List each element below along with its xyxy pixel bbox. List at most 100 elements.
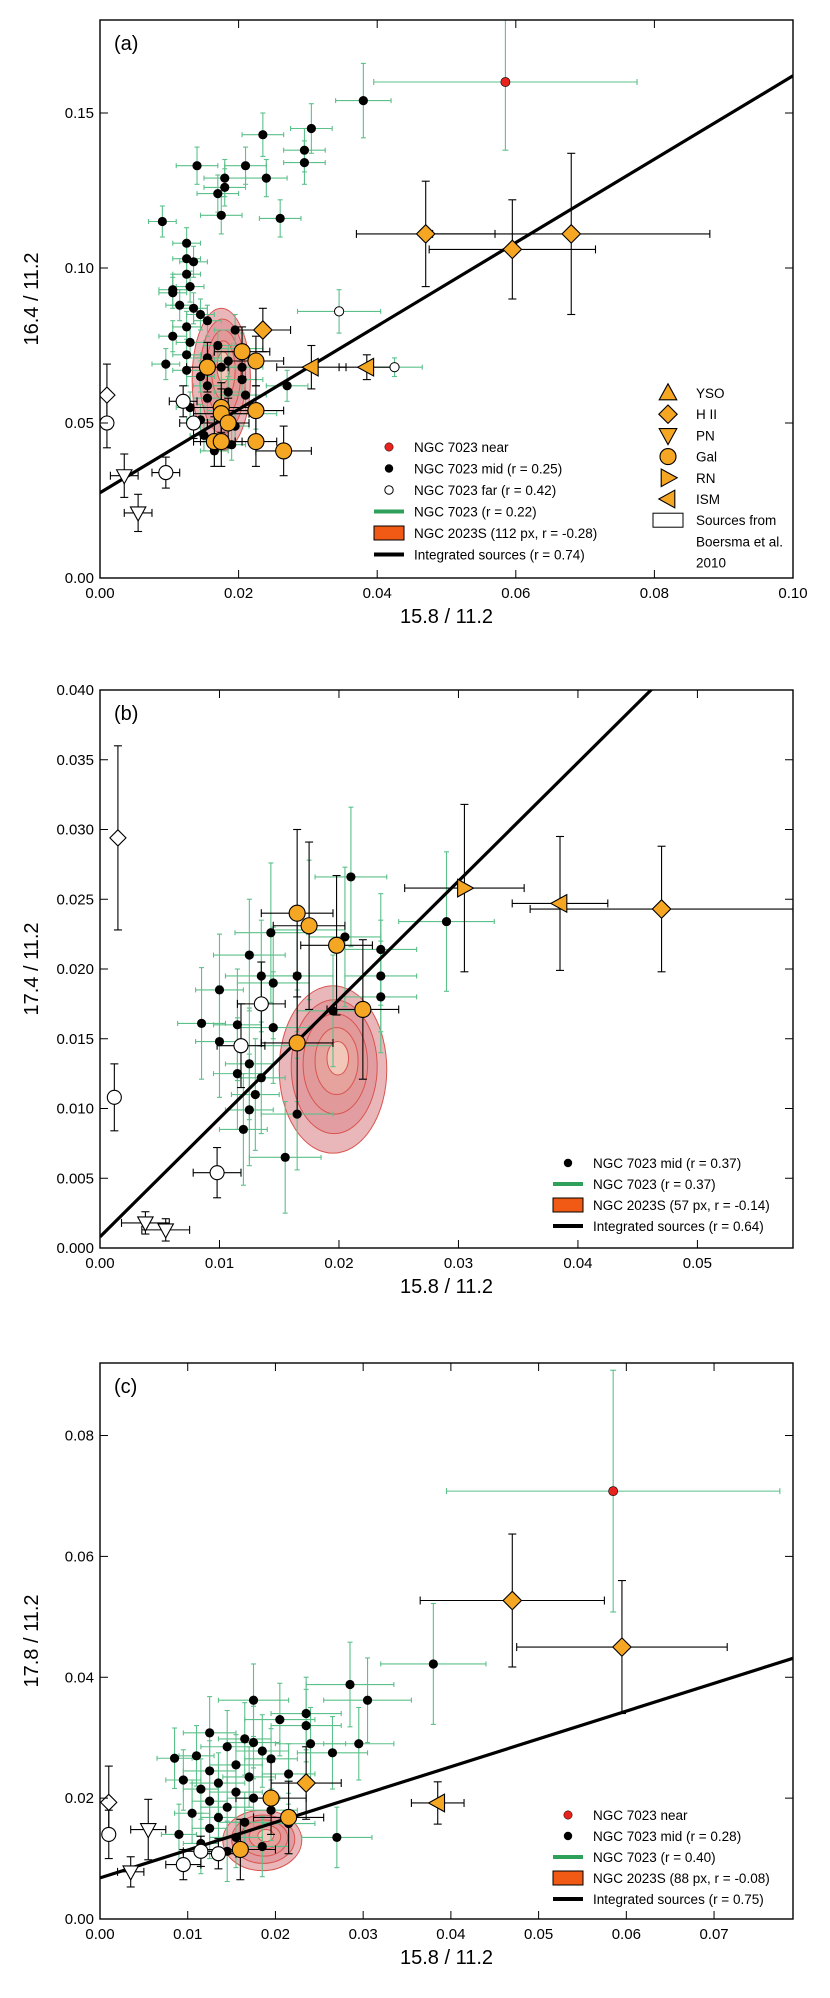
source-marker bbox=[561, 223, 582, 244]
x-tick-label: 0.00 bbox=[85, 585, 114, 602]
source-marker bbox=[288, 1034, 306, 1052]
mid-point bbox=[248, 1793, 259, 1803]
mid-point bbox=[362, 1695, 373, 1705]
mid-point bbox=[187, 1808, 197, 1818]
mid-point bbox=[192, 161, 202, 171]
mid-point bbox=[214, 985, 225, 995]
legend-swatch-kde bbox=[552, 1197, 584, 1213]
x-axis-label: 15.8 / 11.2 bbox=[400, 1276, 493, 1298]
mid-point bbox=[238, 1124, 248, 1135]
source-marker bbox=[247, 402, 265, 420]
plot-frame bbox=[99, 19, 794, 579]
mid-point bbox=[182, 238, 192, 248]
plot-area bbox=[100, 20, 793, 533]
mid-point bbox=[268, 1022, 278, 1033]
axes: 0.00 0.01 0.02 0.03 0.04 0.05 0.000 0.005 0.010 0… bbox=[56, 682, 793, 1272]
source-marker bbox=[651, 899, 672, 919]
y-tick-label: 0.06 bbox=[65, 1548, 94, 1565]
boersma-marker bbox=[193, 1843, 209, 1859]
boersma-marker bbox=[122, 1865, 140, 1882]
mid-point bbox=[231, 1832, 241, 1843]
x-tick-label: 0.03 bbox=[349, 1926, 378, 1943]
source-marker bbox=[457, 878, 475, 898]
legend-label: NGC 7023 mid (r = 0.28) bbox=[593, 1829, 741, 1844]
mid-point bbox=[299, 158, 310, 168]
mid-point bbox=[280, 1152, 290, 1162]
legend-swatch-mid bbox=[563, 1158, 573, 1168]
mid-point bbox=[178, 1775, 188, 1785]
mid-point bbox=[305, 1739, 316, 1749]
mid-point bbox=[202, 381, 213, 391]
near-point bbox=[608, 1486, 619, 1497]
x-tick-label: 0.03 bbox=[444, 1255, 473, 1272]
mid-point bbox=[332, 1832, 342, 1843]
source-marker bbox=[354, 1000, 372, 1019]
mid-point bbox=[196, 1784, 206, 1794]
y-tick-label: 0.020 bbox=[56, 961, 94, 978]
y-axis-label: 17.4 / 11.2 bbox=[21, 922, 43, 1015]
y-tick-label: 0.015 bbox=[56, 1031, 94, 1048]
legend-label: PN bbox=[696, 428, 715, 443]
source-marker bbox=[502, 239, 523, 260]
mid-point bbox=[161, 359, 171, 369]
panel-label: (a) bbox=[114, 33, 138, 55]
legend-label: ISM bbox=[696, 492, 720, 507]
source-marker bbox=[296, 1773, 317, 1793]
source-marker bbox=[328, 936, 346, 954]
mid-point bbox=[256, 1073, 266, 1083]
far-point bbox=[333, 306, 345, 317]
legend-swatch-pn bbox=[658, 428, 678, 446]
mid-point bbox=[340, 932, 350, 942]
mid-point bbox=[428, 1659, 438, 1669]
mid-point bbox=[240, 161, 251, 171]
x-tick-label: 0.01 bbox=[173, 1926, 202, 1943]
source-marker bbox=[262, 1789, 280, 1807]
mid-point bbox=[205, 1766, 215, 1776]
y-tick-label: 0.08 bbox=[65, 1428, 94, 1445]
x-tick-label: 0.07 bbox=[699, 1926, 728, 1943]
mid-point bbox=[182, 365, 192, 375]
source-marker bbox=[288, 904, 306, 922]
mid-point bbox=[292, 1109, 302, 1119]
boersma-marker bbox=[253, 996, 269, 1012]
boersma-marker bbox=[175, 393, 191, 409]
source-marker bbox=[611, 1637, 632, 1658]
mid-point bbox=[248, 1695, 259, 1705]
y-tick-label: 0.00 bbox=[65, 570, 94, 587]
x-tick-label: 0.02 bbox=[261, 1926, 290, 1943]
mid-point bbox=[244, 1772, 254, 1782]
mid-point bbox=[345, 1679, 355, 1690]
source-marker bbox=[247, 433, 265, 451]
ngc7023-errorbars bbox=[156, 1369, 781, 1883]
x-tick-label: 0.04 bbox=[363, 585, 392, 602]
mid-point bbox=[376, 971, 386, 981]
mid-point bbox=[222, 1802, 232, 1812]
mid-point bbox=[244, 1059, 254, 1069]
mid-point bbox=[213, 340, 223, 351]
legend-label: NGC 7023 near bbox=[414, 440, 509, 455]
points bbox=[100, 1486, 632, 1882]
legend-label: Integrated sources (r = 0.74) bbox=[414, 548, 585, 563]
y-tick-label: 0.02 bbox=[65, 1790, 94, 1807]
mid-point bbox=[188, 303, 199, 313]
panel-c: 0.00 0.01 0.02 0.03 0.04 0.05 0.06 0.07 0.00 0.02… bbox=[21, 1362, 794, 1969]
y-tick-label: 0.04 bbox=[65, 1669, 94, 1686]
x-axis-label: 15.8 / 11.2 bbox=[400, 1947, 493, 1969]
mid-point bbox=[268, 978, 278, 988]
mid-point bbox=[358, 96, 368, 106]
mid-point bbox=[169, 1753, 180, 1763]
x-axis-label: 15.8 / 11.2 bbox=[400, 606, 493, 628]
boersma-marker bbox=[210, 1846, 226, 1862]
y-tick-label: 0.00 bbox=[65, 1911, 94, 1928]
y-tick-label: 0.000 bbox=[56, 1240, 94, 1257]
mid-point bbox=[354, 1739, 364, 1749]
mid-point bbox=[376, 944, 386, 955]
mid-point bbox=[232, 1020, 243, 1030]
mid-point bbox=[202, 316, 213, 326]
legend-label: NGC 7023 far (r = 0.42) bbox=[414, 483, 556, 498]
source-marker bbox=[301, 357, 319, 377]
mid-point bbox=[174, 1829, 184, 1839]
source-marker bbox=[415, 223, 436, 244]
legend-swatch-near bbox=[563, 1810, 573, 1820]
